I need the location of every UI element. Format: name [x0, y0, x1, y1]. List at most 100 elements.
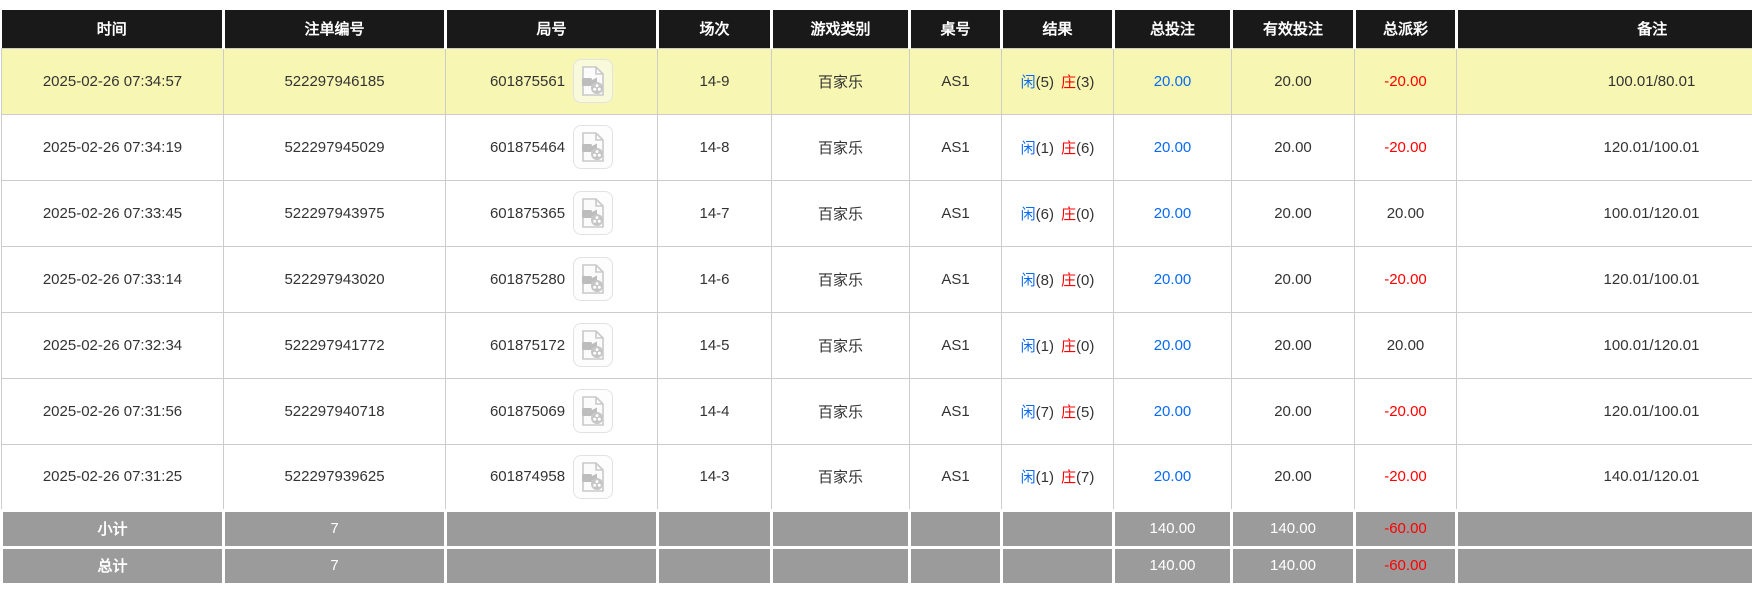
table-header: 时间 注单编号 局号 场次 游戏类别 桌号 结果 总投注 有效投注 总派彩 备注	[1, 10, 1752, 48]
cell-game-type: 百家乐	[771, 47, 910, 115]
cell-round-id: 601875561	[445, 47, 658, 115]
result-player-score: (1)	[1035, 337, 1054, 355]
total-valid-bet: 140.00	[1230, 545, 1356, 586]
cell-bet-id: 522297946185	[223, 47, 446, 115]
cell-session: 14-7	[657, 179, 772, 247]
cell-game-type: 百家乐	[771, 443, 910, 511]
cell-total-bet: 20.00	[1113, 311, 1232, 379]
result-player-label: 闲	[1020, 205, 1036, 223]
cell-round-id: 601875464	[445, 113, 658, 181]
subtotal-valid-bet: 140.00	[1230, 508, 1356, 549]
video-replay-button[interactable]	[573, 323, 614, 367]
cell-table-no: AS1	[909, 245, 1002, 313]
cell-valid-bet: 20.00	[1231, 443, 1355, 511]
subtotal-payout: -60.00	[1353, 508, 1458, 549]
cell-remark: 140.01/120.01	[1456, 443, 1752, 511]
video-replay-icon	[580, 330, 606, 360]
col-header-remark: 备注	[1455, 10, 1752, 48]
cell-table-no: AS1	[909, 311, 1002, 379]
total-remark-empty	[1455, 545, 1752, 586]
result-player-label: 闲	[1020, 271, 1036, 289]
table-row: 2025-02-26 07:34:57 522297946185 6018755…	[1, 47, 1752, 115]
cell-payout: -20.00	[1354, 377, 1457, 445]
cell-game-type: 百家乐	[771, 179, 910, 247]
cell-valid-bet: 20.00	[1231, 113, 1355, 181]
cell-remark: 100.01/120.01	[1456, 179, 1752, 247]
result-banker-score: (0)	[1076, 271, 1095, 289]
cell-remark: 120.01/100.01	[1456, 113, 1752, 181]
result-banker-score: (7)	[1076, 469, 1095, 486]
table-row: 2025-02-26 07:32:34 522297941772 6018751…	[1, 311, 1752, 379]
cell-valid-bet: 20.00	[1231, 47, 1355, 115]
cell-result: 闲(8) 庄(0)	[1001, 245, 1114, 313]
col-header-valid-bet: 有效投注	[1230, 10, 1356, 48]
cell-time: 2025-02-26 07:34:57	[1, 47, 224, 115]
cell-game-type: 百家乐	[771, 113, 910, 181]
video-replay-icon	[580, 132, 606, 162]
total-result-empty	[1000, 545, 1115, 586]
video-replay-button[interactable]	[573, 125, 614, 169]
col-header-result: 结果	[1000, 10, 1115, 48]
cell-round-id: 601874958	[445, 443, 658, 511]
cell-session: 14-6	[657, 245, 772, 313]
result-player-score: (8)	[1035, 271, 1054, 289]
total-count: 7	[222, 545, 447, 586]
round-id-text: 601875561	[489, 72, 566, 90]
total-payout: -60.00	[1353, 545, 1458, 586]
cell-total-bet: 20.00	[1113, 179, 1232, 247]
subtotal-count: 7	[222, 508, 447, 549]
video-replay-button[interactable]	[573, 389, 614, 433]
video-replay-button[interactable]	[573, 191, 614, 235]
header-row: 时间 注单编号 局号 场次 游戏类别 桌号 结果 总投注 有效投注 总派彩 备注	[1, 10, 1752, 48]
cell-total-bet: 20.00	[1113, 443, 1232, 511]
result-banker-label: 庄	[1061, 139, 1077, 157]
col-header-payout: 总派彩	[1353, 10, 1458, 48]
cell-game-type: 百家乐	[771, 311, 910, 379]
round-id-text: 601875069	[489, 402, 566, 420]
cell-total-bet: 20.00	[1113, 245, 1232, 313]
table-row: 2025-02-26 07:33:45 522297943975 6018753…	[1, 179, 1752, 247]
table-body: 2025-02-26 07:34:57 522297946185 6018755…	[1, 47, 1752, 511]
video-replay-button[interactable]	[573, 454, 614, 499]
round-id-text: 601875172	[489, 336, 566, 354]
cell-round-id: 601875280	[445, 245, 658, 313]
cell-valid-bet: 20.00	[1231, 311, 1355, 379]
table-summary: 小计 7 140.00 140.00 -60.00 总计 7	[0, 508, 1752, 586]
result-banker-label: 庄	[1061, 205, 1077, 223]
cell-time: 2025-02-26 07:33:45	[1, 179, 224, 247]
video-replay-button[interactable]	[573, 257, 614, 301]
cell-remark: 120.01/100.01	[1456, 377, 1752, 445]
result-player-score: (7)	[1035, 403, 1054, 421]
result-player-label: 闲	[1020, 469, 1036, 486]
subtotal-label: 小计	[0, 508, 225, 549]
cell-session: 14-5	[657, 311, 772, 379]
cell-valid-bet: 20.00	[1231, 245, 1355, 313]
cell-bet-id: 522297939625	[223, 443, 446, 511]
subtotal-session-empty	[656, 508, 773, 549]
cell-payout: -20.00	[1354, 245, 1457, 313]
round-id-text: 601875464	[489, 138, 566, 156]
video-replay-icon	[580, 396, 606, 426]
cell-session: 14-8	[657, 113, 772, 181]
video-replay-icon	[580, 198, 606, 228]
result-banker-score: (5)	[1076, 403, 1095, 421]
cell-round-id: 601875172	[445, 311, 658, 379]
round-id-text: 601875280	[489, 270, 566, 288]
cell-payout: 20.00	[1354, 311, 1457, 379]
table-row: 2025-02-26 07:31:25 522297939625 6018749…	[1, 443, 1752, 511]
result-player-score: (1)	[1035, 139, 1054, 157]
video-replay-icon	[580, 461, 606, 492]
total-round-empty	[444, 545, 659, 586]
video-replay-button[interactable]	[573, 59, 614, 103]
col-header-game-type: 游戏类别	[770, 10, 911, 48]
table-row: 2025-02-26 07:34:19 522297945029 6018754…	[1, 113, 1752, 181]
cell-valid-bet: 20.00	[1231, 179, 1355, 247]
cell-time: 2025-02-26 07:33:14	[1, 245, 224, 313]
result-banker-score: (3)	[1076, 73, 1095, 91]
cell-remark: 100.01/80.01	[1456, 47, 1752, 115]
cell-bet-id: 522297943020	[223, 245, 446, 313]
cell-bet-id: 522297945029	[223, 113, 446, 181]
table-row: 2025-02-26 07:31:56 522297940718 6018750…	[1, 377, 1752, 445]
cell-result: 闲(1) 庄(6)	[1001, 113, 1114, 181]
total-session-empty	[656, 545, 773, 586]
